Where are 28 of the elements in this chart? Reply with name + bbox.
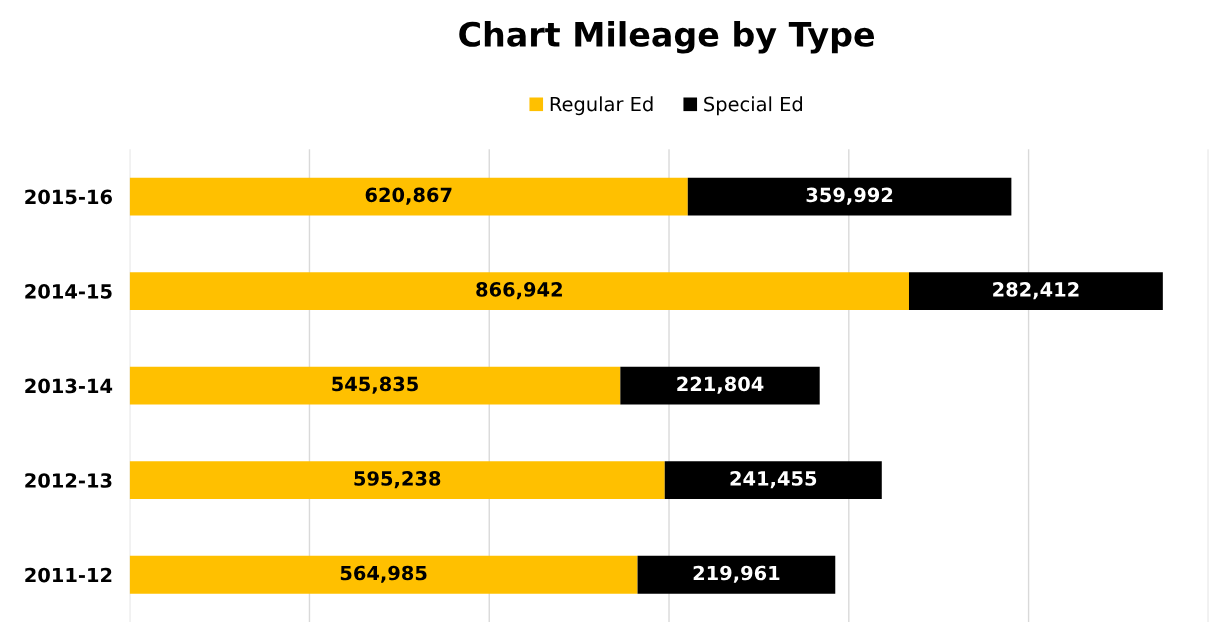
bar [129, 272, 909, 310]
bar [664, 461, 882, 500]
bar [129, 177, 688, 216]
bar [637, 555, 836, 594]
data-label: 359,992 [806, 187, 893, 205]
data-label: 241,455 [730, 471, 817, 489]
y-tick-label: 2014-15 [25, 284, 112, 299]
y-tick-label: 2015-16 [25, 189, 112, 205]
y-tick-label: 2013-14 [25, 378, 113, 394]
bar [129, 461, 665, 500]
bar [129, 555, 638, 594]
data-label: 564,985 [340, 565, 427, 583]
bar [129, 366, 621, 405]
data-label: 620,867 [365, 187, 452, 205]
legend-label: Regular Ed [550, 96, 653, 116]
y-tick-label: 2012-13 [25, 473, 112, 488]
legend-label: Special Ed [704, 96, 802, 116]
chart-title: Chart Mileage by Type [459, 21, 874, 54]
data-label: 595,238 [354, 471, 441, 489]
y-tick-label: 2011-12 [25, 567, 112, 583]
data-label: 282,412 [993, 282, 1079, 300]
bar [908, 272, 1163, 310]
bar [687, 177, 1012, 216]
data-label: 219,961 [693, 565, 780, 583]
data-label: 866,942 [476, 282, 562, 300]
data-label: 545,835 [332, 376, 418, 394]
data-label: 221,804 [677, 376, 764, 394]
bar [620, 366, 820, 405]
